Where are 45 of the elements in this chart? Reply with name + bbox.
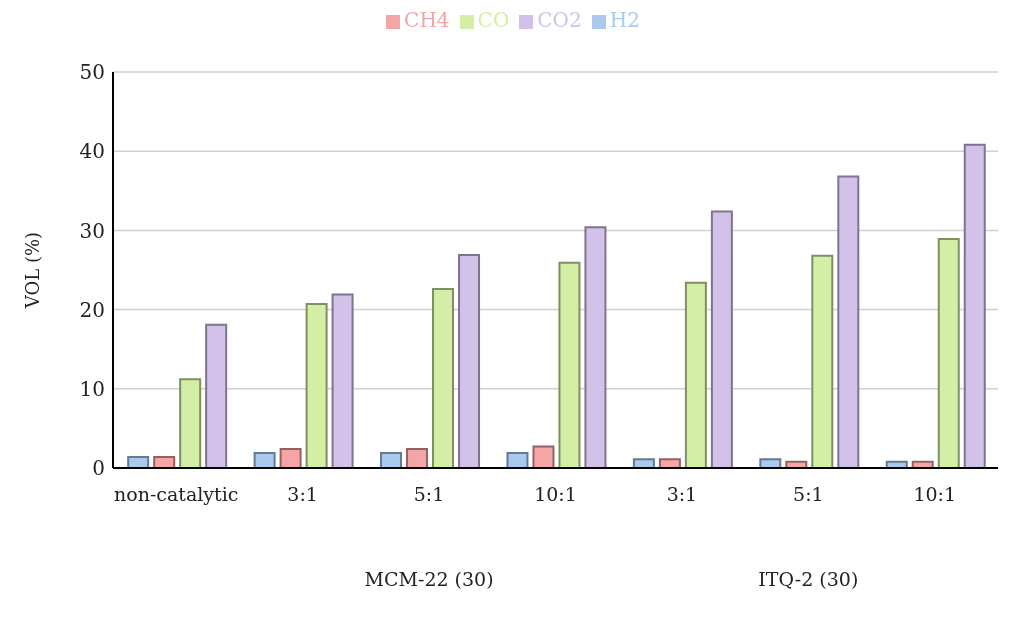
bar: [584, 226, 607, 468]
y-tick-label: 40: [79, 139, 105, 164]
legend-label: CO2: [537, 8, 582, 32]
text: MCM-22 (30): [363, 568, 495, 590]
bar: [432, 288, 455, 468]
legend-label: H2: [609, 8, 640, 32]
bar: [937, 238, 960, 468]
bar: [279, 447, 302, 468]
x-tick-label: non-catalytic: [114, 483, 239, 506]
legend-label: CH4: [404, 8, 450, 32]
y-tick-label: 50: [79, 60, 105, 85]
bar: [153, 455, 176, 468]
bar: [331, 293, 354, 468]
x-tick-label: 10:1: [913, 483, 957, 506]
bar: [710, 210, 733, 468]
bar: [632, 458, 655, 468]
bar: [558, 261, 581, 468]
x-tick-label: 3:1: [287, 483, 318, 506]
bar: [506, 451, 529, 468]
bar: [837, 175, 860, 468]
bar: [205, 323, 228, 468]
bar: [406, 447, 429, 468]
bar: [305, 303, 328, 468]
bar: [811, 254, 834, 468]
bar: [658, 458, 681, 468]
bar: [458, 253, 481, 468]
bar: [253, 451, 276, 468]
x-tick-label: 3:1: [666, 483, 698, 506]
bar: [380, 451, 403, 468]
y-tick-label: 10: [79, 376, 105, 401]
bar: [127, 455, 150, 468]
bar: [179, 378, 202, 468]
y-tick-label: 0: [92, 456, 105, 481]
bar: [759, 458, 782, 468]
y-axis-title: VOL (%): [22, 231, 44, 310]
bar: [963, 143, 986, 468]
bar: [532, 445, 555, 468]
x-tick-label: 5:1: [793, 483, 824, 506]
y-tick-label: 20: [79, 297, 105, 322]
x-tick-label: 5:1: [413, 483, 445, 506]
legend-label: CO: [477, 8, 510, 32]
y-tick-label: 30: [79, 218, 105, 243]
x-tick-label: 10:1: [534, 483, 577, 506]
bar: [684, 281, 707, 468]
text: ITQ-2 (30): [757, 568, 860, 590]
